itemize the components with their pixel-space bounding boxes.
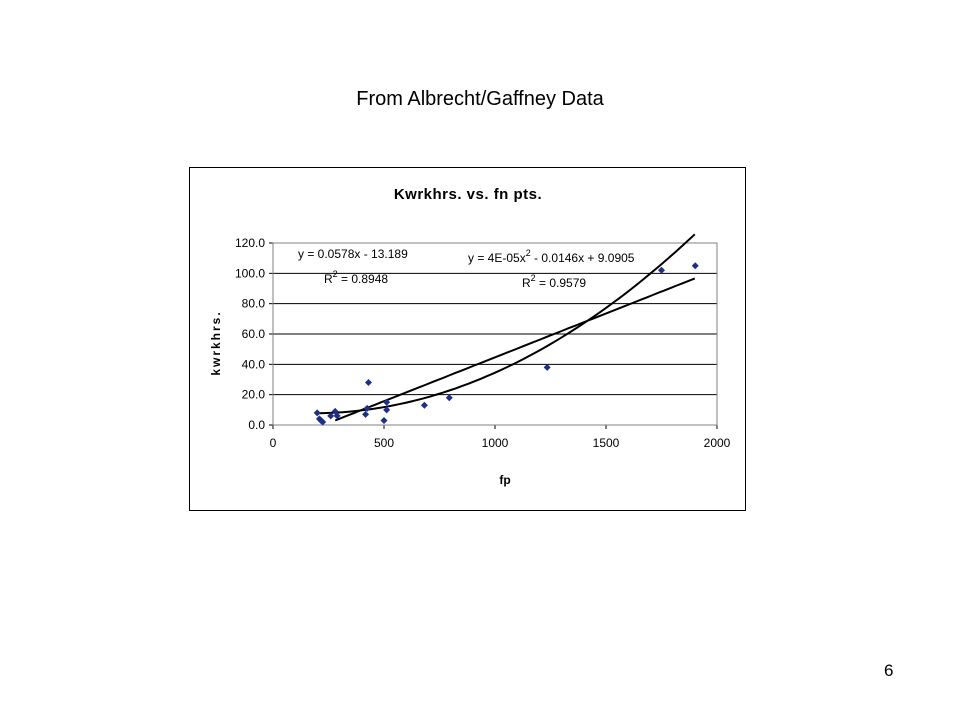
data-point: [364, 379, 372, 387]
polynomial-equation-label: y = 4E-05x2 - 0.0146x + 9.0905: [468, 248, 635, 265]
data-point: [543, 363, 551, 371]
y-tick-label: 100.0: [235, 266, 265, 280]
data-point: [691, 262, 699, 270]
data-point: [313, 409, 321, 417]
tick-labels: 0.0 20.0 40.0 60.0 80.0 100.0 120.0 0 500 1000 150…: [235, 236, 731, 450]
y-tick-label: 40.0: [242, 357, 266, 371]
polynomial-r2-label: R2 = 0.9579: [522, 273, 586, 290]
data-point: [363, 404, 371, 412]
plot-area: [272, 242, 718, 426]
x-tick-label: 1000: [482, 436, 509, 450]
polynomial-trendline: [317, 233, 696, 415]
x-tick-label: 0: [270, 436, 277, 450]
scatter-chart: Kwrkhrs. vs. fn pts. 0.0 20.0 40.0 60.0 80.0…: [209, 186, 731, 487]
slide-title: From Albrecht/Gaffney Data: [356, 88, 604, 110]
data-point: [327, 412, 335, 420]
chart-title: Kwrkhrs. vs. fn pts.: [394, 186, 542, 203]
x-tick-label: 1500: [593, 436, 620, 450]
x-tick-label: 2000: [704, 436, 731, 450]
y-tick-label: 20.0: [242, 388, 266, 402]
data-point: [445, 394, 453, 402]
page-number: 6: [884, 661, 894, 680]
linear-trendline: [334, 277, 696, 422]
data-point: [319, 418, 327, 426]
data-point: [383, 406, 391, 414]
data-points: [313, 262, 699, 426]
data-point: [420, 401, 428, 409]
x-tick-label: 500: [374, 436, 394, 450]
linear-r2-label: R2 = 0.8948: [324, 269, 388, 286]
y-tick-label: 60.0: [242, 327, 266, 341]
y-tick-label: 0.0: [248, 418, 265, 432]
data-point: [658, 266, 665, 274]
data-point: [333, 412, 341, 420]
data-point: [362, 410, 370, 418]
y-tick-label: 80.0: [242, 297, 266, 311]
linear-equation-label: y = 0.0578x - 13.189: [298, 247, 408, 261]
x-axis-title: fp: [499, 473, 510, 487]
y-axis-title: kwrkhrs.: [209, 310, 223, 375]
data-point: [380, 416, 388, 424]
chart-frame: Kwrkhrs. vs. fn pts. 0.0 20.0 40.0 60.0 80.0…: [189, 167, 746, 511]
trendlines: [317, 233, 696, 422]
y-tick-label: 120.0: [235, 236, 265, 250]
data-point: [383, 398, 391, 406]
